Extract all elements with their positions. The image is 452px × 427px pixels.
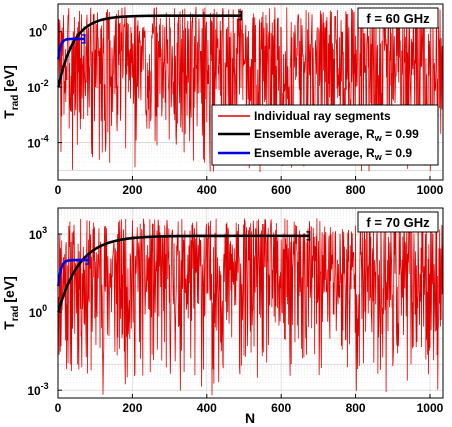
series-individual-segments-bottom (57, 217, 444, 396)
y-axis-label-bottom: Trad[eV] (1, 276, 21, 330)
legend-entry-segments: Individual ray segments (254, 109, 391, 123)
axes-frame-bottom (57, 207, 444, 399)
annotation-box-top: f = 60 GHz (357, 7, 439, 29)
x-tick-label: 200 (122, 401, 142, 415)
series-averages-bottom (57, 231, 311, 313)
x-tick-label: 400 (197, 183, 217, 197)
annotation-bottom: f = 70 GHz (366, 215, 430, 230)
x-tick-label: 1000 (417, 401, 444, 415)
x-tick-label: 800 (346, 401, 366, 415)
legend-entry-avg-099: Ensemble average, Rw = 0.99 (254, 127, 419, 143)
series-ensemble-average-rw-high (57, 14, 242, 88)
x-tick-label: 1000 (417, 183, 444, 197)
x-axis-label: N (245, 410, 255, 426)
axes-frame-top (57, 3, 444, 181)
x-tick-label: 0 (55, 401, 62, 415)
legend: Individual ray segments Ensemble average… (211, 104, 439, 166)
annotation-box-bottom: f = 70 GHz (357, 211, 439, 233)
x-tick-label: 800 (346, 183, 366, 197)
y-tick-label: 103 (29, 225, 47, 242)
y-tick-label: 100 (29, 23, 47, 40)
panel-bottom: 0 200 400 600 800 1000 103 100 10-3 f = 70 GHz T… (1, 207, 444, 426)
ticks-top: 0 200 400 600 800 1000 100 10-2 10-4 (27, 23, 443, 197)
x-tick-label: 200 (122, 183, 142, 197)
y-axis-label-top: Trad[eV] (1, 65, 21, 119)
x-tick-label: 0 (55, 183, 62, 197)
series-ensemble-average-rw-low (57, 258, 89, 287)
series-ensemble-average-rw-high (57, 234, 310, 313)
x-tick-label: 400 (197, 401, 217, 415)
x-tick-label: 600 (271, 401, 291, 415)
y-tick-label: 100 (29, 303, 47, 320)
y-tick-label: 10-3 (27, 381, 48, 398)
x-tick-label: 600 (271, 183, 291, 197)
annotation-top: f = 60 GHz (366, 11, 430, 26)
series-averages-top (57, 10, 243, 88)
legend-entry-avg-09: Ensemble average, Rw = 0.9 (254, 146, 412, 162)
ticks-bottom: 0 200 400 600 800 1000 103 100 10-3 (27, 225, 443, 415)
series-ensemble-average-rw-low (57, 37, 85, 60)
y-tick-label: 10-2 (27, 78, 48, 95)
y-tick-label: 10-4 (27, 134, 48, 151)
series-individual-ray-segments (57, 217, 444, 396)
